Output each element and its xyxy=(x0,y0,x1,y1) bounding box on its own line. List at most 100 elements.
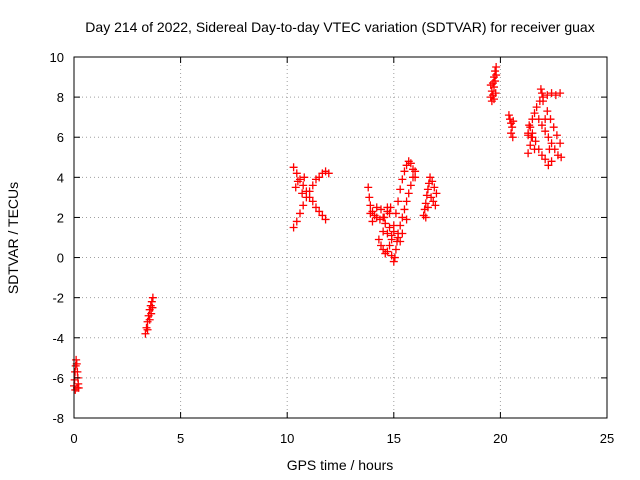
data-point xyxy=(530,145,539,154)
data-point xyxy=(143,317,152,326)
data-point xyxy=(148,293,157,302)
data-point xyxy=(389,227,398,236)
data-point xyxy=(396,237,405,246)
data-point xyxy=(394,197,403,206)
data-point xyxy=(427,193,436,202)
y-tick-label: -4 xyxy=(52,331,64,346)
data-point xyxy=(492,71,501,80)
data-point xyxy=(404,189,413,198)
data-point xyxy=(143,325,152,334)
data-point xyxy=(372,203,381,212)
series-sat-a xyxy=(70,355,83,394)
data-point xyxy=(544,133,553,142)
data-point xyxy=(556,89,565,98)
data-point xyxy=(289,163,298,172)
series-sat-k xyxy=(504,111,518,142)
data-point xyxy=(398,229,407,238)
data-point xyxy=(421,199,430,208)
data-point xyxy=(400,167,409,176)
data-point xyxy=(524,129,533,138)
data-point xyxy=(408,165,417,174)
data-point xyxy=(292,217,301,226)
data-point xyxy=(379,245,388,254)
x-tick-label: 15 xyxy=(387,431,401,446)
data-point xyxy=(71,385,80,394)
series-sat-j xyxy=(486,63,501,106)
data-point xyxy=(383,203,392,212)
data-point xyxy=(311,203,320,212)
data-point xyxy=(543,91,552,100)
data-point xyxy=(315,207,324,216)
data-point xyxy=(411,167,420,176)
data-point xyxy=(549,123,558,132)
chart-title: Day 214 of 2022, Sidereal Day-to-day VTE… xyxy=(85,19,594,35)
data-point xyxy=(532,103,541,112)
data-point xyxy=(537,89,546,98)
data-point xyxy=(292,169,301,178)
series-sat-l xyxy=(524,85,565,140)
x-tick-labels: 0 5 10 15 20 25 xyxy=(70,431,614,446)
x-tick-label: 0 xyxy=(70,431,77,446)
data-point xyxy=(404,157,413,166)
data-point xyxy=(547,157,556,166)
data-point xyxy=(142,323,151,332)
data-point xyxy=(526,123,535,132)
data-point xyxy=(302,187,311,196)
data-point xyxy=(308,181,317,190)
data-point xyxy=(541,155,550,164)
data-point xyxy=(391,245,400,254)
data-point xyxy=(552,131,561,140)
series-sat-n xyxy=(534,107,566,162)
data-point xyxy=(537,121,546,130)
data-point xyxy=(428,177,437,186)
data-point xyxy=(366,209,375,218)
data-point xyxy=(541,115,550,124)
series-sat-b xyxy=(141,293,157,338)
data-point xyxy=(381,249,390,258)
data-point xyxy=(315,173,324,182)
data-point xyxy=(381,219,390,228)
data-point xyxy=(528,133,537,142)
data-point xyxy=(145,315,154,324)
series-sat-e xyxy=(364,183,395,226)
data-point xyxy=(526,141,535,150)
data-point xyxy=(486,81,495,90)
data-point xyxy=(426,173,435,182)
data-point xyxy=(431,201,440,210)
y-tick-label: 10 xyxy=(50,50,64,65)
data-point xyxy=(394,233,403,242)
data-point xyxy=(389,257,398,266)
data-point xyxy=(366,201,375,210)
data-point xyxy=(300,173,309,182)
data-point xyxy=(299,181,308,190)
data-point xyxy=(396,185,405,194)
data-point xyxy=(556,139,565,148)
data-point xyxy=(541,127,550,136)
data-point xyxy=(507,129,516,138)
series-sat-g xyxy=(387,167,420,266)
x-tick-label: 20 xyxy=(493,431,507,446)
data-points xyxy=(70,63,566,394)
data-point xyxy=(148,303,157,312)
data-point xyxy=(547,139,556,148)
data-point xyxy=(387,235,396,244)
data-point xyxy=(396,221,405,230)
data-point xyxy=(508,133,517,142)
data-point xyxy=(365,193,374,202)
y-tick-label: 8 xyxy=(57,90,64,105)
data-point xyxy=(408,173,417,182)
x-tick-label: 5 xyxy=(177,431,184,446)
data-point xyxy=(305,193,314,202)
x-axis-label: GPS time / hours xyxy=(287,457,394,473)
data-point xyxy=(539,97,548,106)
data-point xyxy=(423,185,432,194)
axis-ticks xyxy=(73,56,608,419)
data-point xyxy=(419,211,428,220)
grid-lines xyxy=(74,57,607,418)
data-point xyxy=(537,151,546,160)
data-point xyxy=(402,197,411,206)
x-tick-label: 10 xyxy=(280,431,294,446)
data-point xyxy=(324,169,333,178)
series-sat-d xyxy=(289,163,330,224)
data-point xyxy=(491,77,500,86)
